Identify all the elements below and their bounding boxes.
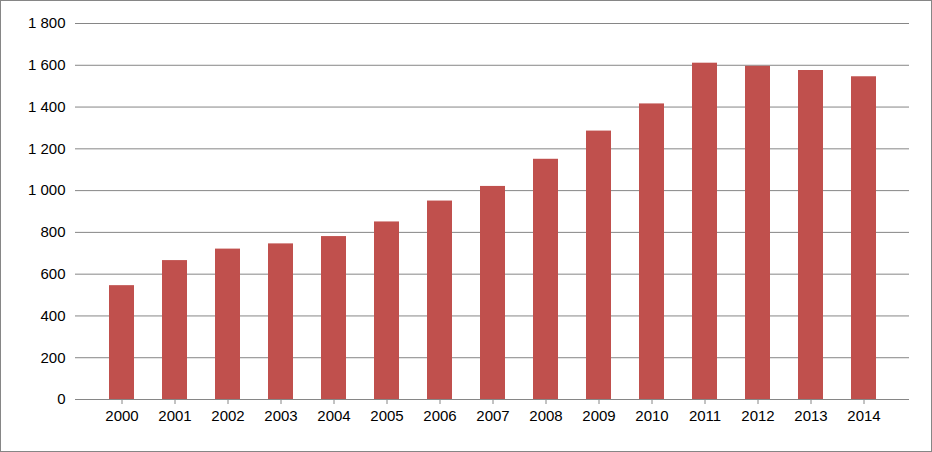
svg-text:2005: 2005 [370,407,403,424]
svg-text:0: 0 [57,390,65,407]
svg-text:200: 200 [40,349,65,366]
svg-text:2008: 2008 [529,407,562,424]
svg-text:1 600: 1 600 [28,56,66,73]
svg-text:2013: 2013 [794,407,827,424]
svg-text:2004: 2004 [317,407,350,424]
svg-text:2002: 2002 [211,407,244,424]
svg-text:1 400: 1 400 [28,98,66,115]
svg-text:2001: 2001 [158,407,191,424]
svg-text:600: 600 [40,265,65,282]
svg-text:400: 400 [40,307,65,324]
svg-text:1 800: 1 800 [28,14,66,31]
svg-text:2007: 2007 [476,407,509,424]
svg-text:2009: 2009 [582,407,615,424]
svg-text:2012: 2012 [741,407,774,424]
svg-text:1 000: 1 000 [28,181,66,198]
svg-text:2003: 2003 [264,407,297,424]
svg-text:2006: 2006 [423,407,456,424]
svg-text:2010: 2010 [635,407,668,424]
svg-text:2014: 2014 [847,407,880,424]
svg-text:2011: 2011 [689,407,721,424]
svg-text:1 200: 1 200 [28,140,66,157]
svg-text:800: 800 [40,223,65,240]
svg-text:2000: 2000 [105,407,138,424]
